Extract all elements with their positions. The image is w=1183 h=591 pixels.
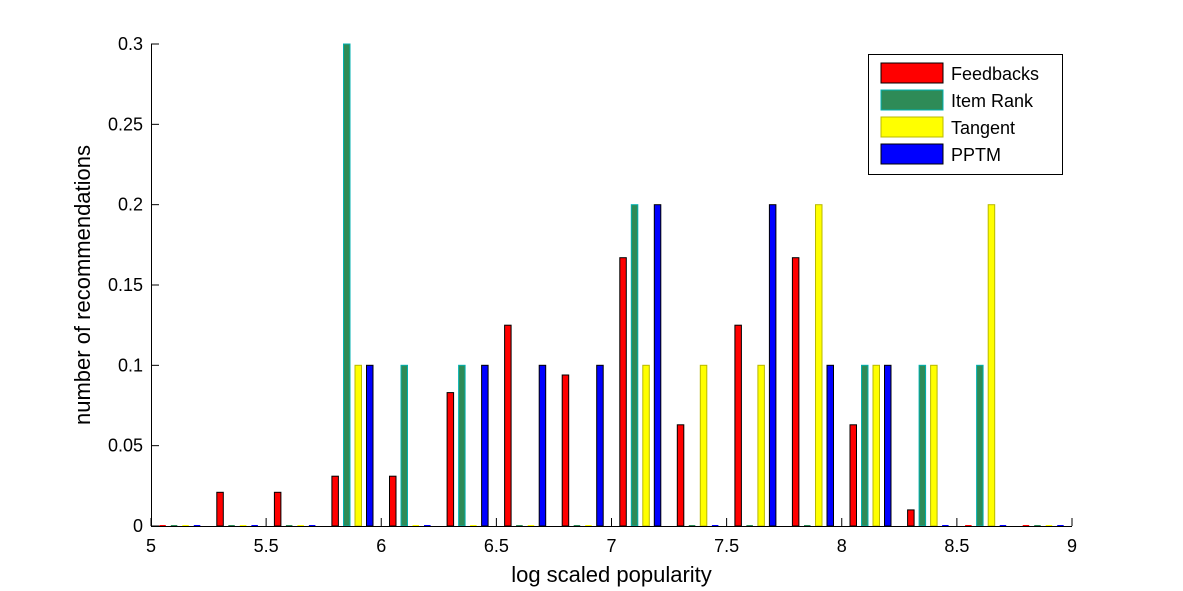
x-axis-label: log scaled popularity bbox=[511, 562, 712, 587]
legend-label-feedbacks: Feedbacks bbox=[951, 64, 1039, 84]
legend-label-tangent: Tangent bbox=[951, 118, 1015, 138]
legend-label-item-rank: Item Rank bbox=[951, 91, 1034, 111]
bar-feedbacks-3 bbox=[331, 475, 339, 527]
bar-tangent-3 bbox=[354, 364, 362, 527]
bar-feedbacks-7 bbox=[561, 374, 570, 527]
bar-pptm-7 bbox=[596, 364, 604, 527]
bar-item-rank-8 bbox=[630, 204, 639, 527]
y-tick-label: 0.05 bbox=[108, 436, 143, 456]
legend-label-pptm: PPTM bbox=[951, 145, 1001, 165]
x-tick-label: 5 bbox=[146, 536, 156, 556]
bar-tangent-12 bbox=[872, 364, 880, 527]
y-tick-label: 0.1 bbox=[118, 355, 143, 375]
bar-pptm-8 bbox=[653, 204, 662, 527]
bar-pptm-10 bbox=[768, 204, 777, 527]
bar-feedbacks-12 bbox=[849, 424, 857, 527]
bar-pptm-11 bbox=[826, 364, 834, 527]
legend-swatch-feedbacks bbox=[880, 62, 944, 84]
x-tick-label: 9 bbox=[1067, 536, 1077, 556]
x-tick-label: 6 bbox=[376, 536, 386, 556]
legend: Feedbacks Item Rank Tangent PPTM bbox=[868, 54, 1063, 175]
bar-feedbacks-6 bbox=[504, 324, 512, 527]
bar-tangent-10 bbox=[757, 364, 765, 527]
y-tick-label: 0.25 bbox=[108, 114, 143, 134]
y-tick-label: 0.15 bbox=[108, 275, 143, 295]
axes-layer: 5 5.5 6 6.5 7 7.5 8 8.5 9 0 0.05 0.1 0.15 0.2 0.25 0.3 bbox=[108, 34, 1077, 556]
bar-feedbacks-1 bbox=[216, 491, 224, 527]
bar-feedbacks-4 bbox=[389, 475, 397, 527]
bar-tangent-13 bbox=[930, 364, 938, 527]
bar-feedbacks-8 bbox=[619, 257, 627, 527]
y-tick-label: 0.3 bbox=[118, 34, 143, 54]
bar-pptm-12 bbox=[884, 364, 892, 527]
x-tick-label: 8.5 bbox=[944, 536, 969, 556]
legend-swatch-item-rank bbox=[880, 89, 944, 111]
legend-swatch-tangent bbox=[880, 116, 944, 138]
bar-item-rank-5 bbox=[458, 364, 466, 527]
bar-feedbacks-11 bbox=[791, 257, 800, 527]
bar-pptm-3 bbox=[366, 364, 374, 527]
bar-feedbacks-10 bbox=[734, 324, 742, 527]
bar-item-rank-12 bbox=[861, 364, 869, 527]
bar-feedbacks-13 bbox=[907, 509, 915, 527]
bar-feedbacks-9 bbox=[676, 424, 685, 527]
bar-item-rank-14 bbox=[976, 364, 984, 527]
bar-feedbacks-2 bbox=[273, 491, 282, 527]
y-axis-label: number of recommendations bbox=[70, 145, 95, 425]
bar-feedbacks-5 bbox=[446, 392, 455, 527]
bar-item-rank-4 bbox=[400, 364, 408, 527]
x-tick-label: 6.5 bbox=[484, 536, 509, 556]
x-tick-label: 5.5 bbox=[254, 536, 279, 556]
bar-tangent-8 bbox=[642, 364, 650, 527]
x-tick-label: 7 bbox=[606, 536, 616, 556]
y-tick-label: 0.2 bbox=[118, 195, 143, 215]
x-tick-label: 8 bbox=[837, 536, 847, 556]
legend-swatch-pptm bbox=[880, 143, 944, 165]
y-tick-label: 0 bbox=[133, 516, 143, 536]
bar-tangent-14 bbox=[987, 204, 996, 527]
x-tick-label: 7.5 bbox=[714, 536, 739, 556]
bar-pptm-6 bbox=[538, 364, 547, 527]
bar-tangent-9 bbox=[699, 364, 708, 527]
bar-tangent-11 bbox=[815, 204, 823, 527]
bar-pptm-5 bbox=[481, 364, 489, 527]
bar-item-rank-3 bbox=[343, 43, 351, 527]
bar-item-rank-13 bbox=[918, 364, 927, 527]
